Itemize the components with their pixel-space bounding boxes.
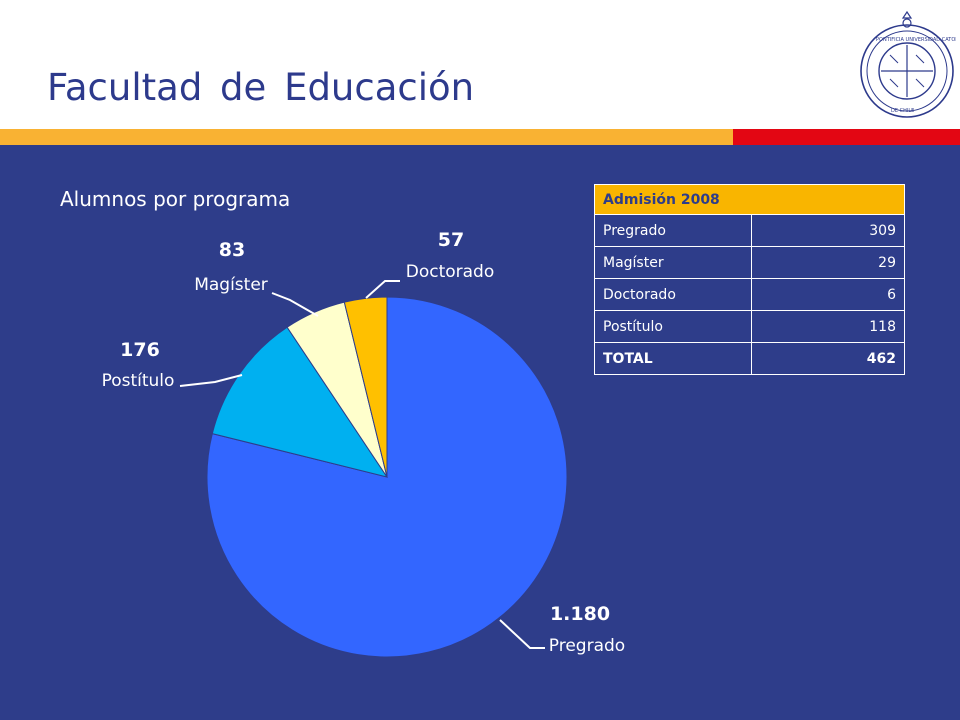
table-row: Postítulo 118 bbox=[594, 310, 905, 343]
data-label-value: 83 bbox=[219, 239, 245, 261]
data-label-category: Pregrado bbox=[549, 636, 625, 656]
accent-bar-yellow bbox=[0, 129, 733, 145]
pie-slice-pregrado bbox=[206, 296, 568, 658]
accent-bar-red bbox=[733, 129, 960, 145]
leader-line-doctorado bbox=[365, 280, 400, 299]
pie-slice-postítulo bbox=[211, 326, 389, 478]
admission-table: Admisión 2008 Pregrado 309 Magíster 29 D… bbox=[594, 184, 905, 375]
leader-line-magíster bbox=[271, 292, 319, 317]
table-cell-value: 6 bbox=[751, 278, 905, 311]
data-label-category: Magíster bbox=[194, 275, 268, 295]
table-header: Admisión 2008 bbox=[594, 184, 905, 215]
table-header-row: Admisión 2008 bbox=[594, 184, 905, 215]
svg-text:PONTIFICIA UNIVERSIDAD CATOLIC: PONTIFICIA UNIVERSIDAD CATOLICA bbox=[876, 37, 956, 43]
table-total-value: 462 bbox=[751, 342, 905, 375]
university-seal-logo: PONTIFICIA UNIVERSIDAD CATOLICA DE CHILE bbox=[860, 10, 956, 118]
table-row: Doctorado 6 bbox=[594, 278, 905, 311]
table-row: Pregrado 309 bbox=[594, 214, 905, 247]
data-label-category: Doctorado bbox=[406, 262, 495, 282]
table-cell-label: Postítulo bbox=[594, 310, 752, 343]
table-total-label: TOTAL bbox=[594, 342, 752, 375]
page-title: Facultad de Educación bbox=[47, 66, 475, 109]
data-label-value: 57 bbox=[438, 229, 464, 251]
leader-line-pregrado bbox=[499, 619, 545, 649]
table-cell-label: Pregrado bbox=[594, 214, 752, 247]
table-cell-value: 118 bbox=[751, 310, 905, 343]
leader-line-postítulo bbox=[179, 374, 243, 387]
table-cell-value: 29 bbox=[751, 246, 905, 279]
table-total-row: TOTAL 462 bbox=[594, 342, 905, 375]
pie-slice-doctorado bbox=[343, 296, 388, 478]
data-label-value: 1.180 bbox=[550, 603, 610, 625]
data-label-value: 176 bbox=[120, 339, 160, 361]
svg-text:DE CHILE: DE CHILE bbox=[891, 108, 914, 114]
data-label-category: Postítulo bbox=[102, 371, 175, 391]
header: Facultad de Educación PONTIFICIA UNIVERS… bbox=[0, 0, 960, 129]
table-row: Magíster 29 bbox=[594, 246, 905, 279]
table-cell-value: 309 bbox=[751, 214, 905, 247]
table-cell-label: Magíster bbox=[594, 246, 752, 279]
chart-subtitle: Alumnos por programa bbox=[60, 187, 291, 211]
table-cell-label: Doctorado bbox=[594, 278, 752, 311]
